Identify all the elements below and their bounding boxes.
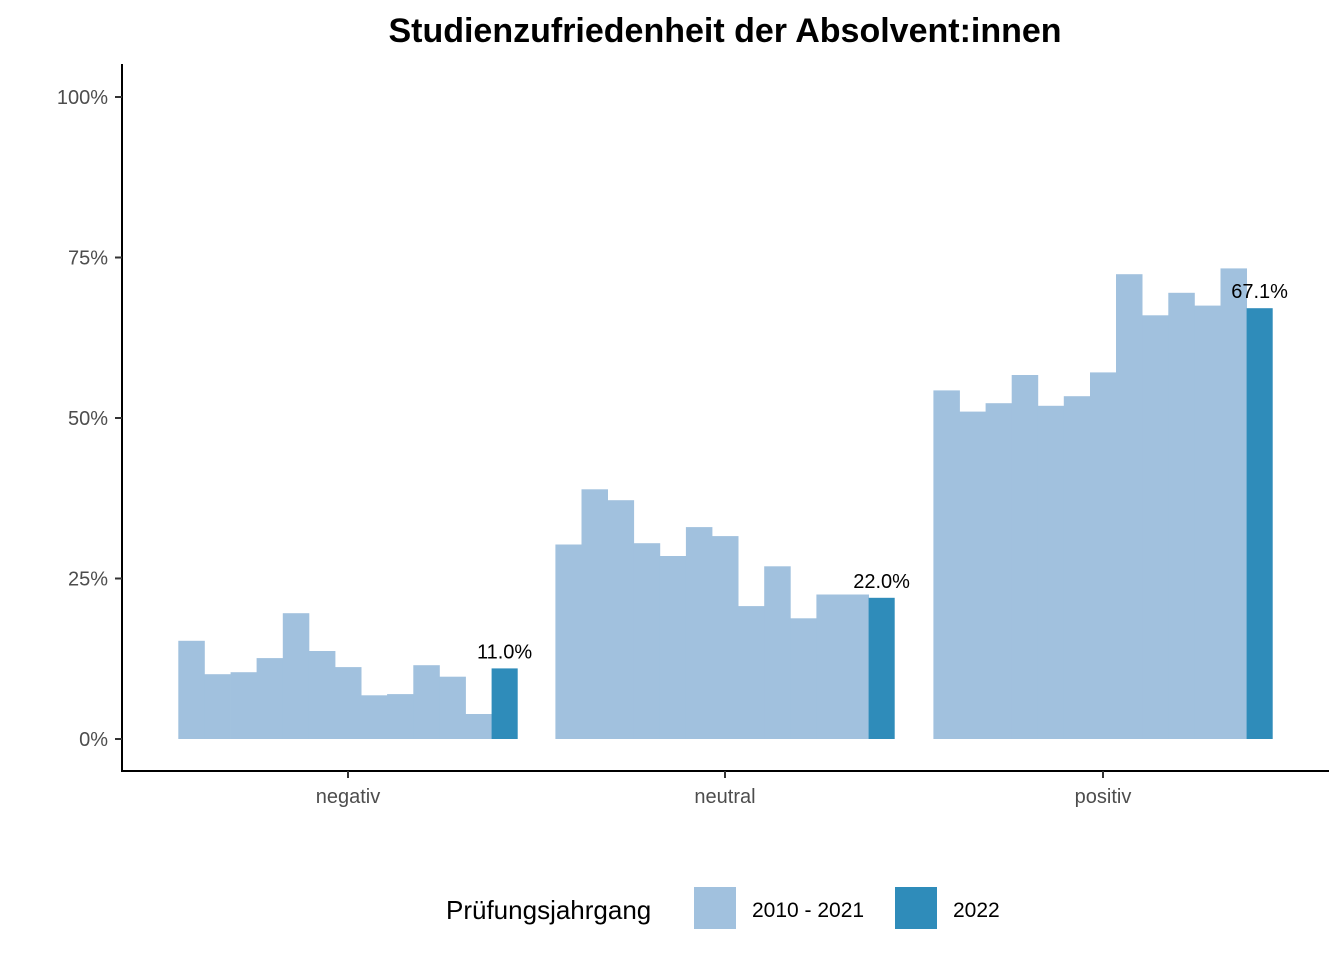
bar-positiv-2022 (1246, 308, 1273, 739)
bar-neutral-hist-12 (842, 594, 869, 739)
bar-negativ-hist-4 (256, 658, 284, 739)
y-tick-label: 25% (68, 569, 108, 591)
chart-title: Studienzufriedenheit der Absolvent:innen (388, 12, 1061, 50)
data-label-neutral-2022: 22.0% (853, 571, 910, 593)
y-tick-label: 75% (68, 248, 108, 270)
bar-neutral-hist-4 (633, 543, 661, 739)
bar-positiv-hist-5 (1037, 405, 1065, 739)
bar-positiv-hist-8 (1116, 274, 1143, 739)
bar-neutral-hist-1 (555, 544, 582, 739)
bar-positiv-hist-2 (959, 411, 986, 739)
bar-neutral-hist-11 (816, 594, 843, 739)
bar-positiv-hist-12 (1220, 268, 1247, 739)
bar-neutral-hist-9 (764, 566, 791, 739)
bar-neutral-hist-6 (685, 527, 713, 739)
y-tick-label: 0% (79, 729, 108, 751)
legend-swatch-2022 (895, 887, 937, 929)
legend: Prüfungsjahrgang 2010 - 2021 2022 (446, 887, 1000, 929)
bar-neutral-hist-5 (659, 556, 687, 739)
y-tick-label: 100% (57, 87, 108, 109)
legend-swatch-2010-2021 (694, 887, 736, 929)
bar-neutral-hist-3 (607, 500, 635, 739)
bar-positiv-hist-6 (1063, 396, 1091, 739)
bar-positiv-hist-11 (1194, 305, 1221, 739)
bar-positiv-hist-9 (1142, 315, 1169, 739)
bar-negativ-hist-6 (308, 651, 336, 739)
bar-negativ-hist-9 (387, 694, 414, 739)
bar-negativ-hist-10 (413, 665, 440, 739)
bar-neutral-hist-7 (712, 536, 739, 739)
x-tick-label-negativ: negativ (316, 786, 381, 808)
bar-negativ-hist-8 (361, 695, 388, 739)
bar-positiv-hist-7 (1090, 372, 1117, 739)
bar-negativ-hist-7 (335, 667, 362, 739)
bar-negativ-2022 (491, 668, 518, 739)
bar-negativ-hist-12 (465, 714, 492, 739)
bar-neutral-hist-8 (738, 606, 765, 739)
bar-negativ-hist-2 (204, 674, 231, 739)
x-ticks: negativ neutral positiv (316, 771, 1132, 808)
data-label-negativ-2022: 11.0% (477, 641, 532, 663)
y-ticks: 0% 25% 50% 75% 100% (57, 87, 122, 751)
bar-positiv-hist-1 (933, 390, 960, 739)
bar-neutral-2022 (868, 597, 895, 739)
bar-negativ-hist-11 (439, 676, 466, 739)
legend-label-2022: 2022 (953, 899, 1000, 922)
y-tick-label: 50% (68, 408, 108, 430)
bar-positiv-hist-3 (985, 403, 1013, 739)
data-labels: 11.0% 22.0% 67.1% (477, 281, 1288, 663)
bar-neutral-hist-2 (581, 489, 608, 739)
bar-negativ-hist-3 (230, 672, 258, 739)
bar-positiv-hist-4 (1011, 375, 1039, 739)
bar-negativ-hist-1 (178, 640, 205, 739)
bar-positiv-hist-10 (1168, 292, 1195, 739)
bar-neutral-hist-10 (790, 618, 817, 739)
x-tick-label-positiv: positiv (1075, 786, 1132, 808)
data-label-positiv-2022: 67.1% (1231, 281, 1288, 303)
bar-negativ-hist-5 (282, 613, 310, 739)
legend-label-2010-2021: 2010 - 2021 (752, 899, 864, 922)
bars (178, 268, 1273, 739)
legend-title: Prüfungsjahrgang (446, 895, 651, 925)
x-tick-label-neutral: neutral (694, 786, 755, 808)
